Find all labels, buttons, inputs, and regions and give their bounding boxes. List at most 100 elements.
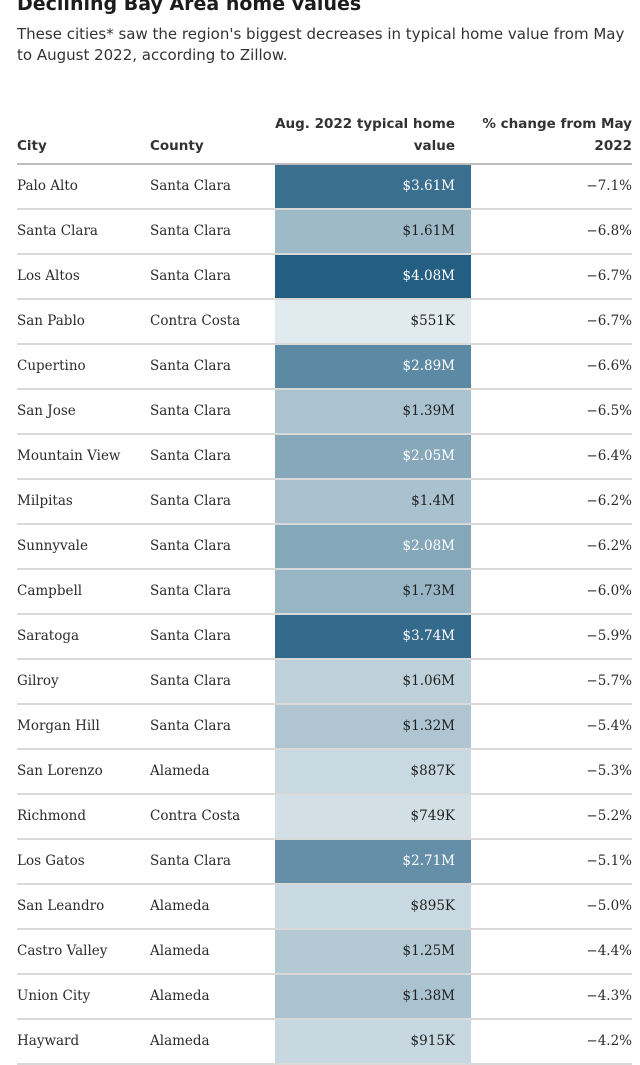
table-row: Los Gatos Santa Clara $2.71M −5.1% [17, 840, 632, 885]
percent-change-cell: −6.6% [586, 358, 632, 374]
home-value-cell: $1.4M [275, 480, 471, 523]
county-cell: Santa Clara [150, 583, 231, 599]
county-cell: Santa Clara [150, 538, 231, 554]
table-header: City County Aug. 2022 typical home value… [17, 110, 632, 165]
percent-change-cell: −6.7% [586, 268, 632, 284]
table-row: San Leandro Alameda $895K −5.0% [17, 885, 632, 930]
home-value-cell: $2.08M [275, 525, 471, 568]
percent-change-cell: −6.2% [586, 493, 632, 509]
home-value-cell: $2.71M [275, 840, 471, 883]
table-row: Sunnyvale Santa Clara $2.08M −6.2% [17, 525, 632, 570]
county-cell: Santa Clara [150, 718, 231, 734]
table-row: Palo Alto Santa Clara $3.61M −7.1% [17, 165, 632, 210]
city-cell: Mountain View [17, 448, 121, 464]
table-row: Cupertino Santa Clara $2.89M −6.6% [17, 345, 632, 390]
home-value-cell: $1.25M [275, 930, 471, 973]
percent-change-cell: −5.1% [586, 853, 632, 869]
county-cell: Contra Costa [150, 313, 241, 329]
table-row: Santa Clara Santa Clara $1.61M −6.8% [17, 210, 632, 255]
city-cell: San Pablo [17, 313, 85, 329]
county-cell: Alameda [150, 898, 210, 914]
county-cell: Alameda [150, 988, 210, 1004]
home-value-cell: $3.61M [275, 165, 471, 208]
home-value-cell: $1.39M [275, 390, 471, 433]
table-row: San Pablo Contra Costa $551K −6.7% [17, 300, 632, 345]
county-cell: Santa Clara [150, 628, 231, 644]
city-cell: Saratoga [17, 628, 80, 644]
table-row: Castro Valley Alameda $1.25M −4.4% [17, 930, 632, 975]
percent-change-cell: −6.8% [586, 223, 632, 239]
home-value-cell: $2.89M [275, 345, 471, 388]
home-value-cell: $1.06M [275, 660, 471, 703]
percent-change-cell: −4.2% [586, 1033, 632, 1049]
percent-change-cell: −6.2% [586, 538, 632, 554]
column-header-home-value: Aug. 2022 typical home value [275, 116, 455, 154]
city-cell: Palo Alto [17, 178, 78, 194]
percent-change-cell: −5.4% [586, 718, 632, 734]
percent-change-cell: −6.4% [586, 448, 632, 464]
city-cell: Sunnyvale [17, 538, 88, 554]
home-value-cell: $749K [275, 795, 471, 838]
county-cell: Santa Clara [150, 268, 231, 284]
percent-change-cell: −6.0% [586, 583, 632, 599]
table-row: Milpitas Santa Clara $1.4M −6.2% [17, 480, 632, 525]
county-cell: Alameda [150, 763, 210, 779]
home-value-cell: $1.73M [275, 570, 471, 613]
percent-change-cell: −5.2% [586, 808, 632, 824]
home-value-cell: $4.08M [275, 255, 471, 298]
table-row: Gilroy Santa Clara $1.06M −5.7% [17, 660, 632, 705]
percent-change-cell: −5.9% [586, 628, 632, 644]
chart-subtitle: These cities* saw the region's biggest d… [17, 25, 625, 64]
county-cell: Santa Clara [150, 493, 231, 509]
home-values-table: City County Aug. 2022 typical home value… [17, 110, 632, 1065]
table-row: Campbell Santa Clara $1.73M −6.0% [17, 570, 632, 615]
county-cell: Alameda [150, 1033, 210, 1049]
percent-change-cell: −6.7% [586, 313, 632, 329]
county-cell: Santa Clara [150, 358, 231, 374]
chart-title: Declining Bay Area home values [17, 0, 362, 15]
percent-change-cell: −7.1% [586, 178, 632, 194]
percent-change-cell: −4.3% [586, 988, 632, 1004]
home-value-cell: $1.38M [275, 975, 471, 1018]
city-cell: San Lorenzo [17, 763, 103, 779]
county-cell: Santa Clara [150, 673, 231, 689]
home-value-cell: $895K [275, 885, 471, 928]
county-cell: Santa Clara [150, 223, 231, 239]
city-cell: Castro Valley [17, 943, 108, 959]
table-row: Union City Alameda $1.38M −4.3% [17, 975, 632, 1020]
city-cell: Morgan Hill [17, 718, 100, 734]
city-cell: Gilroy [17, 673, 59, 689]
county-cell: Santa Clara [150, 403, 231, 419]
table-row: San Jose Santa Clara $1.39M −6.5% [17, 390, 632, 435]
percent-change-cell: −4.4% [586, 943, 632, 959]
city-cell: Los Altos [17, 268, 80, 284]
table-body: Palo Alto Santa Clara $3.61M −7.1% Santa Cla… [17, 165, 632, 1065]
home-value-cell: $2.05M [275, 435, 471, 478]
city-cell: Los Gatos [17, 853, 85, 869]
home-value-cell: $1.32M [275, 705, 471, 748]
city-cell: San Jose [17, 403, 76, 419]
table-row: Mountain View Santa Clara $2.05M −6.4% [17, 435, 632, 480]
percent-change-cell: −5.3% [586, 763, 632, 779]
city-cell: Campbell [17, 583, 83, 599]
county-cell: Santa Clara [150, 178, 231, 194]
home-value-cell: $3.74M [275, 615, 471, 658]
percent-change-cell: −6.5% [586, 403, 632, 419]
table-row: Hayward Alameda $915K −4.2% [17, 1020, 632, 1065]
column-header-percent-change: % change from May 2022 [482, 116, 632, 154]
city-cell: Union City [17, 988, 91, 1004]
county-cell: Contra Costa [150, 808, 241, 824]
percent-change-cell: −5.7% [586, 673, 632, 689]
table-row: Los Altos Santa Clara $4.08M −6.7% [17, 255, 632, 300]
home-value-cell: $1.61M [275, 210, 471, 253]
city-cell: Milpitas [17, 493, 73, 509]
home-value-cell: $551K [275, 300, 471, 343]
table-row: San Lorenzo Alameda $887K −5.3% [17, 750, 632, 795]
column-header-county: County [150, 138, 204, 154]
percent-change-cell: −5.0% [586, 898, 632, 914]
city-cell: Richmond [17, 808, 87, 824]
home-value-cell: $887K [275, 750, 471, 793]
city-cell: Santa Clara [17, 223, 98, 239]
home-value-cell: $915K [275, 1020, 471, 1063]
table-row: Morgan Hill Santa Clara $1.32M −5.4% [17, 705, 632, 750]
